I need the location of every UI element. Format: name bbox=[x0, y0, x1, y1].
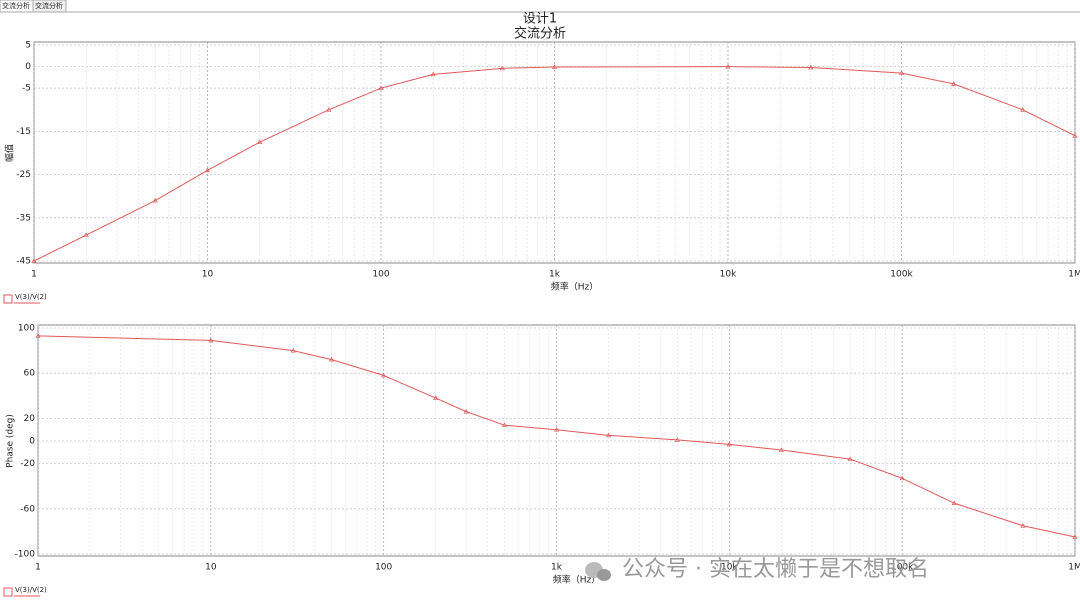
x-axis-label: 频率（Hz） bbox=[551, 281, 599, 293]
chart-subtitle: 交流分析 bbox=[514, 26, 566, 42]
tab-label[interactable]: 交流分析 bbox=[2, 1, 30, 10]
data-marker bbox=[83, 232, 89, 237]
data-marker bbox=[1072, 534, 1078, 539]
data-marker bbox=[726, 441, 732, 447]
y-axis-label: 幅值 bbox=[4, 144, 16, 162]
data-marker bbox=[951, 81, 957, 86]
data-marker bbox=[430, 71, 436, 77]
data-marker bbox=[257, 139, 263, 145]
y-tick-label: -100 bbox=[15, 550, 36, 560]
legend-icon bbox=[3, 294, 13, 304]
data-marker bbox=[463, 408, 469, 414]
data-marker bbox=[433, 395, 439, 400]
legend-label: V(3)/V(2) bbox=[15, 586, 47, 594]
data-marker bbox=[378, 85, 384, 91]
x-tick-label: 100 bbox=[372, 270, 389, 280]
x-axis-label: 频率（Hz） bbox=[553, 574, 601, 586]
data-marker bbox=[899, 475, 905, 481]
y-tick-label: -60 bbox=[20, 504, 35, 514]
data-marker bbox=[1072, 133, 1078, 138]
data-marker bbox=[605, 432, 612, 438]
data-marker bbox=[847, 456, 853, 461]
data-marker bbox=[1020, 523, 1026, 528]
y-tick-label: 5 bbox=[25, 41, 31, 51]
y-tick-label: -25 bbox=[16, 170, 31, 180]
y-axis-label: Phase (deg) bbox=[6, 414, 16, 468]
data-marker bbox=[381, 372, 387, 378]
data-marker bbox=[778, 447, 784, 452]
x-tick-label: 100k bbox=[891, 563, 914, 573]
x-tick-label: 1k bbox=[551, 563, 563, 573]
y-tick-label: 0 bbox=[29, 437, 35, 447]
y-tick-label: 100 bbox=[18, 324, 35, 334]
data-marker bbox=[808, 64, 814, 70]
y-tick-label: 20 bbox=[24, 414, 36, 424]
data-marker bbox=[951, 500, 957, 505]
x-tick-label: 10k bbox=[721, 563, 738, 573]
series-line bbox=[37, 335, 1076, 538]
y-tick-label: -45 bbox=[16, 257, 31, 267]
data-marker bbox=[501, 422, 508, 428]
series-line bbox=[33, 66, 1076, 262]
data-marker bbox=[31, 258, 37, 263]
tab[interactable] bbox=[32, 0, 67, 13]
y-tick-label: -15 bbox=[16, 127, 31, 137]
y-tick-label: 60 bbox=[24, 369, 36, 379]
legend-icon bbox=[3, 587, 13, 597]
x-tick-label: 1M bbox=[1068, 563, 1080, 573]
y-tick-label: -5 bbox=[22, 84, 31, 94]
data-marker bbox=[208, 337, 214, 343]
y-tick-label: -20 bbox=[20, 459, 35, 469]
legend-label: V(3)/V(2) bbox=[15, 293, 47, 301]
data-marker bbox=[152, 197, 158, 203]
x-tick-label: 1M bbox=[1068, 270, 1080, 280]
x-tick-label: 10 bbox=[205, 563, 217, 573]
watermark-icon bbox=[585, 562, 611, 581]
data-marker bbox=[725, 63, 731, 69]
x-tick-label: 1 bbox=[35, 563, 41, 573]
x-tick-label: 100k bbox=[890, 270, 913, 280]
x-tick-label: 1k bbox=[549, 270, 561, 280]
x-tick-label: 10 bbox=[202, 270, 214, 280]
y-tick-label: 0 bbox=[25, 62, 31, 72]
data-marker bbox=[329, 356, 335, 362]
data-marker bbox=[551, 64, 558, 69]
y-tick-label: -35 bbox=[16, 213, 31, 223]
tab-label[interactable]: 交流分析 bbox=[35, 1, 63, 10]
x-tick-label: 1 bbox=[31, 270, 37, 280]
chart-title: 设计1 bbox=[523, 12, 557, 27]
data-marker bbox=[35, 333, 41, 338]
data-marker bbox=[1020, 107, 1026, 112]
x-tick-label: 10k bbox=[720, 270, 737, 280]
watermark: 公众号 · 实在太懒于是不想取名 bbox=[622, 557, 929, 582]
data-marker bbox=[326, 107, 332, 112]
x-tick-label: 100 bbox=[375, 563, 392, 573]
data-marker bbox=[898, 70, 905, 75]
data-marker bbox=[290, 347, 296, 353]
data-marker bbox=[674, 437, 680, 442]
data-marker bbox=[204, 167, 211, 173]
data-marker bbox=[553, 426, 560, 432]
data-marker bbox=[499, 65, 505, 71]
